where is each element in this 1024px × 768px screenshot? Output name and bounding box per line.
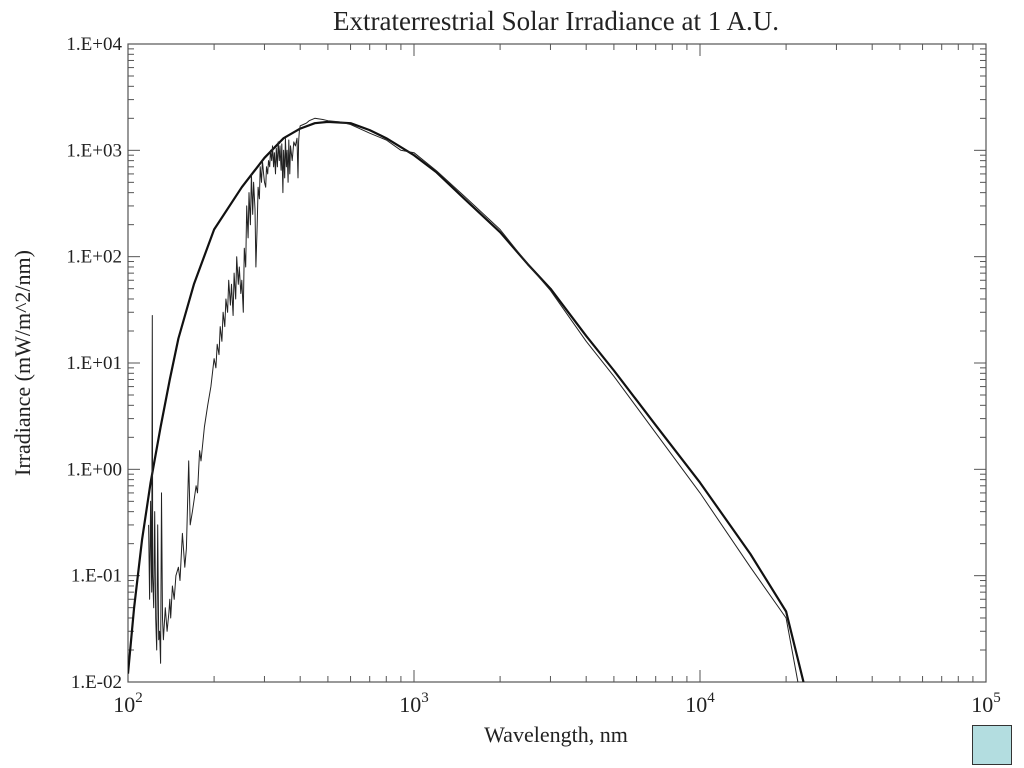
y-tick-label: 1.E-01 [71, 566, 122, 587]
x-axis-label: Wavelength, nm [484, 722, 628, 747]
plot-frame [127, 43, 987, 683]
chart-title: Extraterrestrial Solar Irradiance at 1 A… [333, 6, 779, 36]
y-tick-label: 1.E+00 [66, 459, 122, 480]
x-tick-label: 103 [399, 690, 429, 717]
y-axis-label: Irradiance (mW/m^2/nm) [10, 250, 35, 476]
minor-ticks [128, 44, 986, 682]
blackbody-curve-line [128, 120, 805, 682]
y-tick-label: 1.E+01 [66, 353, 122, 374]
y-tick-label: 1.E+03 [66, 140, 122, 161]
measured-spectrum-line [148, 117, 799, 682]
x-tick-label: 105 [971, 690, 1001, 717]
series-layer [128, 117, 805, 682]
y-tick-label: 1.E+02 [66, 247, 122, 268]
x-axis-ticks: 102 103 104 105 [113, 44, 1001, 717]
x-tick-label: 104 [685, 690, 715, 717]
corner-swatch [972, 725, 1012, 765]
y-axis-ticks: 1.E-02 1.E-01 1.E+00 1.E+01 1.E+02 1.E+03 1.E+… [66, 34, 986, 693]
x-tick-label: 102 [113, 690, 143, 717]
y-tick-label: 1.E+04 [66, 34, 122, 55]
y-tick-label: 1.E-02 [71, 672, 122, 693]
